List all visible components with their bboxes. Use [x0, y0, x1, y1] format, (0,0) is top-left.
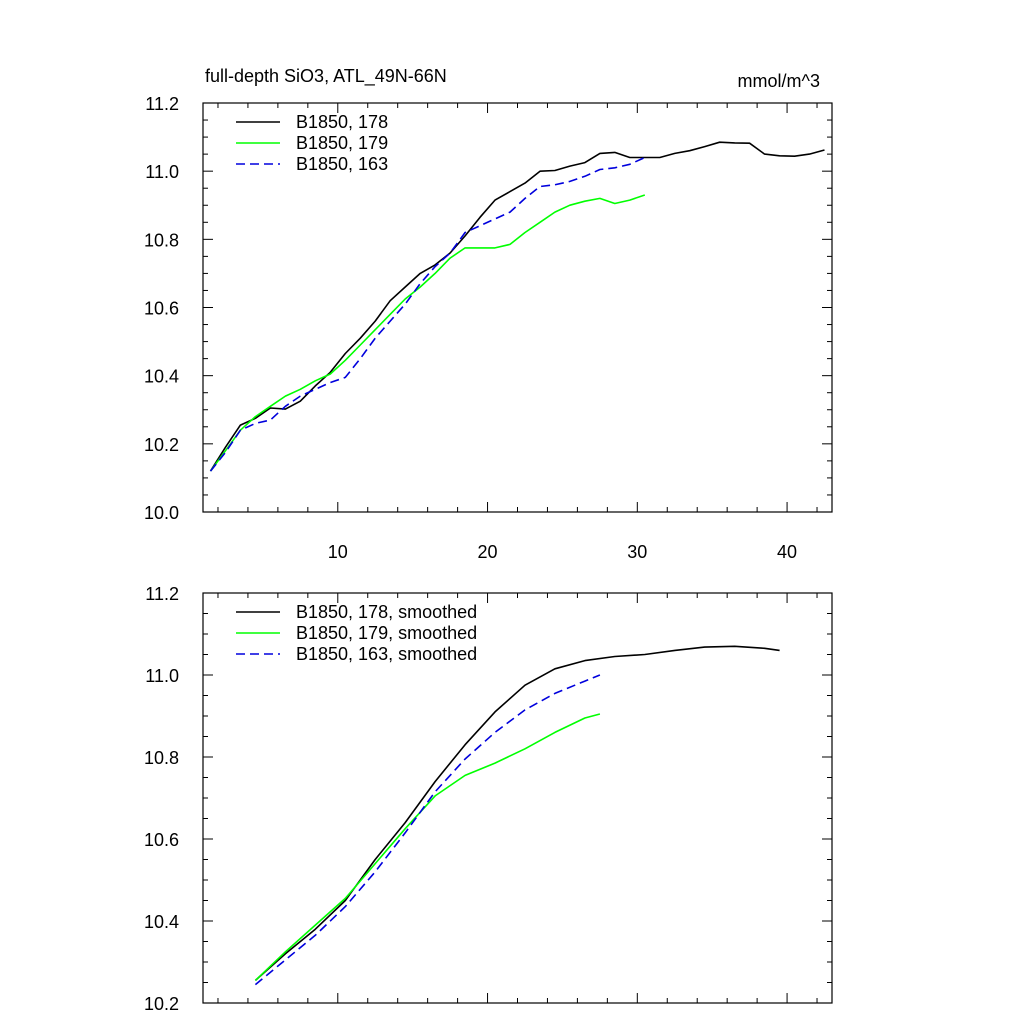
- y-tick-label: 10.4: [144, 912, 179, 932]
- y-tick-label: 10.2: [144, 435, 179, 455]
- top-axes: 10 20 30 40 10.0 10.2 10.4 10.6 10.8 11.0 11.2: [144, 94, 833, 562]
- chart-title: full-depth SiO3, ATL_49N-66N: [205, 66, 447, 87]
- y-tick-label: 10.0: [144, 503, 179, 523]
- y-tick-label: 11.2: [145, 94, 179, 114]
- legend-label-1: B1850, 178: [296, 112, 388, 132]
- bottom-axes: 10.2 10.4 10.6 10.8 11.0 11.2: [144, 584, 833, 1014]
- y-tick-label: 10.4: [144, 367, 179, 387]
- legend-label-2: B1850, 179: [296, 133, 388, 153]
- legend-label-3: B1850, 163, smoothed: [296, 644, 477, 664]
- series-line-3: [254, 674, 601, 986]
- y-tick-label: 10.8: [144, 230, 179, 250]
- x-tick-label: 20: [478, 542, 498, 562]
- x-tick-label: 30: [627, 542, 647, 562]
- series-line-3: [209, 156, 646, 472]
- bottom-series: [254, 645, 780, 986]
- y-tick-label: 11.0: [145, 666, 179, 686]
- series-line-1: [254, 645, 780, 981]
- x-tick-label: 10: [328, 542, 348, 562]
- series-line-2: [254, 713, 601, 981]
- y-tick-label: 10.6: [144, 299, 179, 319]
- legend-label-1: B1850, 178, smoothed: [296, 602, 477, 622]
- top-series: [209, 141, 825, 472]
- series-line-1: [209, 141, 825, 472]
- legend-label-3: B1850, 163: [296, 154, 388, 174]
- y-tick-label: 11.0: [145, 162, 179, 182]
- bottom-panel: 10.2 10.4 10.6 10.8 11.0 11.2 B1850, 178, smo…: [144, 584, 833, 1014]
- y-tick-label: 10.8: [144, 748, 179, 768]
- units-label: mmol/m^3: [738, 71, 820, 91]
- y-tick-label: 10.2: [144, 994, 179, 1014]
- legend-label-2: B1850, 179, smoothed: [296, 623, 477, 643]
- y-tick-label: 10.6: [144, 830, 179, 850]
- series-line-2: [209, 194, 646, 472]
- y-tick-label: 11.2: [145, 584, 179, 604]
- top-panel: full-depth SiO3, ATL_49N-66N mmol/m^3 10…: [144, 66, 833, 562]
- x-tick-label: 40: [777, 542, 797, 562]
